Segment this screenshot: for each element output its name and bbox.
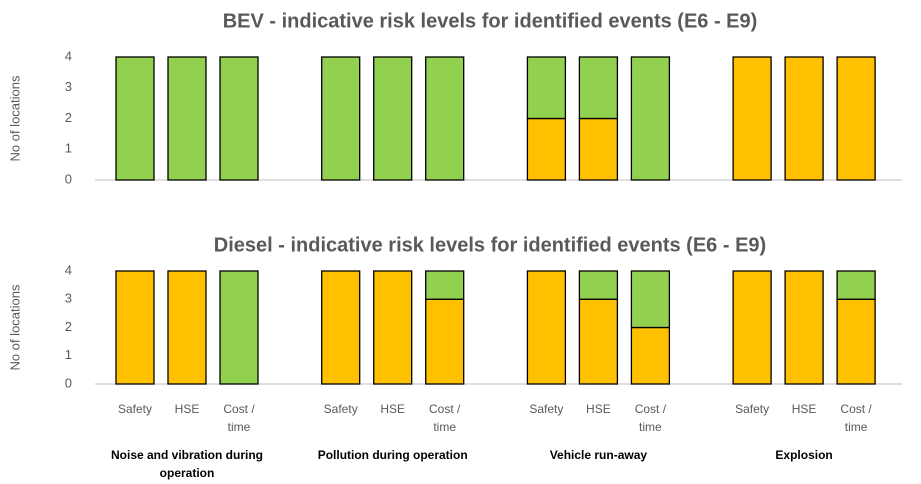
bar-segment <box>836 270 876 300</box>
group-label: Explosion <box>775 448 833 462</box>
group-label-box: Noise and vibration during operation <box>110 448 263 480</box>
chart-title: Diesel - indicative risk levels for iden… <box>214 234 766 256</box>
x-tick-label-box: HSE <box>174 402 200 416</box>
bar-segment <box>373 56 413 181</box>
bar-segment <box>526 117 567 181</box>
x-tick-label-box: Cost / time <box>223 402 255 434</box>
y-tick-label: 2 <box>65 319 72 334</box>
bar-segment <box>630 326 671 385</box>
x-tick-label: HSE <box>174 402 200 416</box>
x-tick-label-box: Safety <box>323 402 358 416</box>
x-tick-label-box: HSE <box>586 402 611 416</box>
group-label: Vehicle run-away <box>549 448 648 462</box>
bar-segment <box>115 270 155 385</box>
y-tick-label: 1 <box>65 347 72 362</box>
bar-segment <box>167 270 207 385</box>
x-tick-label-box: Safety <box>529 402 564 416</box>
x-tick-label: HSE <box>586 402 611 416</box>
y-tick-label: 4 <box>65 262 72 277</box>
bar-segment <box>425 298 465 385</box>
x-tick-label: Cost / time <box>634 402 667 434</box>
bar-segment <box>784 270 824 385</box>
bar-segment <box>219 270 259 385</box>
bar-segment <box>578 298 619 385</box>
group-label: Pollution during operation <box>317 448 468 462</box>
bar-segment <box>526 270 567 385</box>
x-tick-label: HSE <box>791 402 817 416</box>
x-tick-label-box: HSE <box>380 402 406 416</box>
group-label-box: Explosion <box>775 448 833 462</box>
y-tick-label: 3 <box>65 291 72 306</box>
bar-segment <box>321 270 361 385</box>
bar-segment <box>630 56 671 181</box>
bar-segment <box>732 56 772 181</box>
bar-segment <box>836 298 876 385</box>
bar-segment <box>219 56 259 181</box>
x-tick-label-box: Safety <box>735 402 770 416</box>
bar-segment <box>732 270 772 385</box>
x-tick-label-box: Cost / time <box>429 402 461 434</box>
y-axis-label: No of locations <box>7 284 22 370</box>
y-tick-label: 4 <box>65 48 72 63</box>
bar-segment <box>784 56 824 181</box>
group-label: Noise and vibration during operation <box>110 448 263 480</box>
y-axis-label: No of locations <box>7 75 22 161</box>
bar-segment <box>578 117 619 181</box>
bar-segment <box>526 56 567 120</box>
x-tick-label: HSE <box>380 402 406 416</box>
y-tick-label: 1 <box>65 141 72 156</box>
x-tick-label: Cost / time <box>223 402 255 434</box>
bar-segment <box>630 270 671 329</box>
x-tick-label-box: Safety <box>117 402 153 416</box>
bar-segment <box>578 270 619 300</box>
x-tick-label-box: HSE <box>791 402 817 416</box>
bar-segment <box>321 56 361 181</box>
bar-segment <box>425 270 465 300</box>
y-tick-label: 0 <box>65 375 72 390</box>
x-tick-label: Safety <box>117 402 153 416</box>
bar-segment <box>836 56 876 181</box>
x-tick-label-box: Cost / time <box>840 402 872 434</box>
bar-segment <box>167 56 207 181</box>
x-tick-label: Safety <box>529 402 564 416</box>
bar-segment <box>115 56 155 181</box>
x-tick-label: Safety <box>323 402 358 416</box>
x-tick-label-box: Cost / time <box>634 402 667 434</box>
y-tick-label: 3 <box>65 79 72 94</box>
group-label-box: Pollution during operation <box>317 448 468 462</box>
x-tick-label: Safety <box>735 402 770 416</box>
x-tick-label: Cost / time <box>840 402 872 434</box>
y-tick-label: 0 <box>65 171 72 186</box>
bar-segment <box>578 56 619 120</box>
chart-title: BEV - indicative risk levels for identif… <box>223 10 758 32</box>
bar-segment <box>373 270 413 385</box>
x-tick-label: Cost / time <box>429 402 461 434</box>
bar-segment <box>425 56 465 181</box>
group-label-box: Vehicle run-away <box>549 448 648 462</box>
y-tick-label: 2 <box>65 110 72 125</box>
